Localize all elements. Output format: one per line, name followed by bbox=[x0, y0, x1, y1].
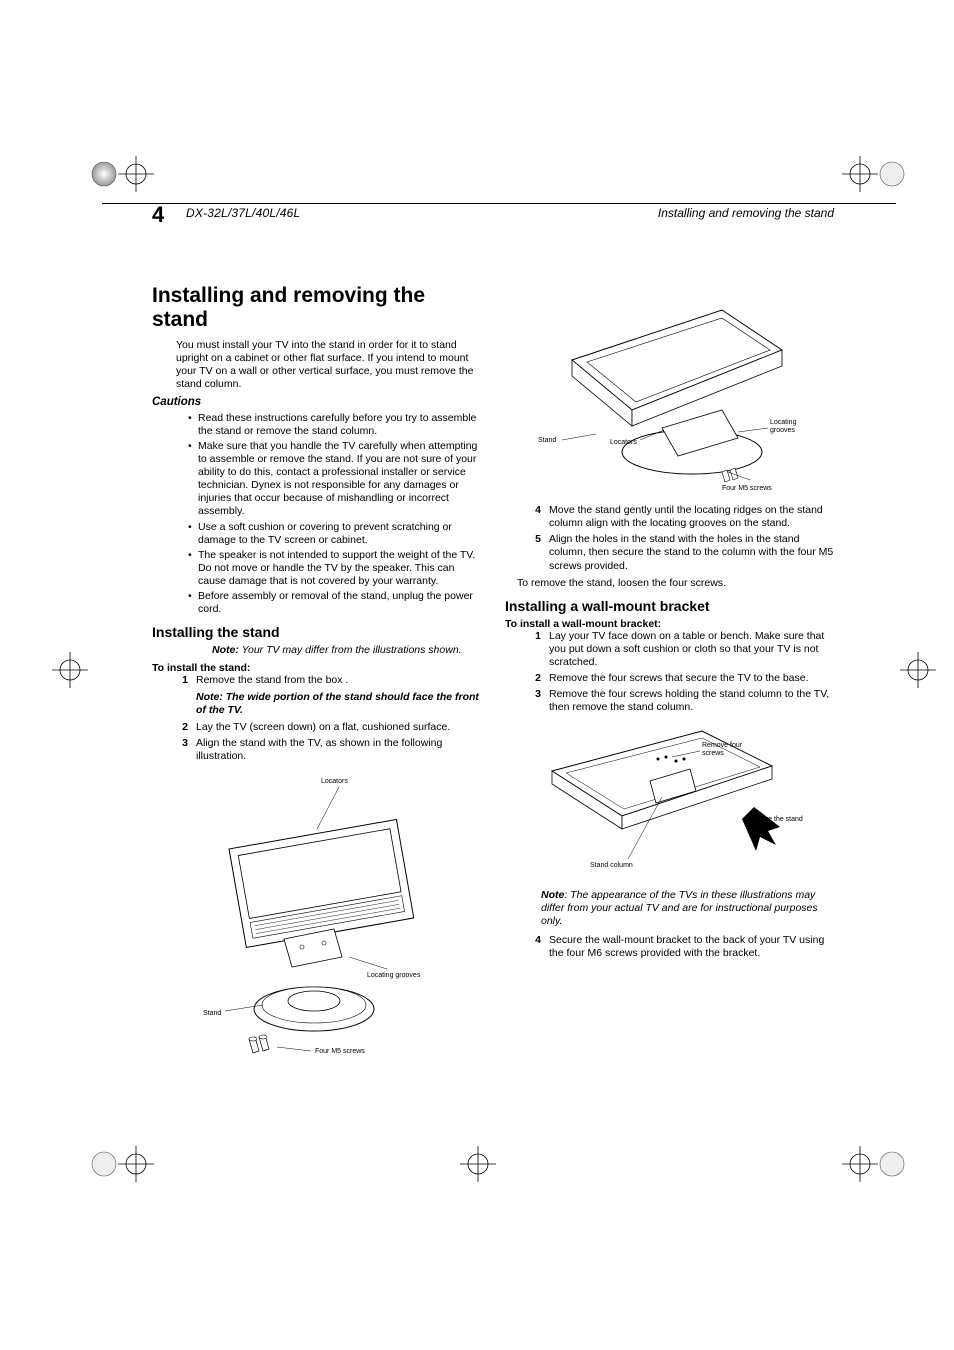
wstep-4: 4 Secure the wall-mount bracket to the ba… bbox=[529, 934, 838, 960]
right-column: Stand Locators Locating grooves Four M5 … bbox=[505, 284, 838, 1069]
intro-paragraph: You must install your TV into the stand … bbox=[152, 339, 485, 392]
regmark-br-2 bbox=[874, 1146, 910, 1182]
note-text: The wide portion of the stand should fac… bbox=[196, 691, 479, 716]
fig1-locating-grooves: Locating grooves bbox=[367, 972, 421, 979]
content-area: Installing and removing the stand You mu… bbox=[152, 284, 838, 1069]
step-text: Move the stand gently until the locating… bbox=[549, 504, 838, 530]
step-text: Lay your TV face down on a table or benc… bbox=[549, 630, 838, 669]
step-1: 1 Remove the stand from the box . bbox=[176, 674, 485, 687]
step-number: 2 bbox=[529, 672, 541, 685]
step-text: Lay the TV (screen down) on a flat, cush… bbox=[196, 721, 450, 734]
regmark-tr-2 bbox=[874, 156, 910, 192]
install-steps-45: 4 Move the stand gently until the locatin… bbox=[505, 504, 838, 573]
note-appearance: Note: The appearance of the TVs in these… bbox=[505, 889, 838, 928]
regmark-tl-2 bbox=[86, 156, 122, 192]
note-text: Your TV may differ from the illustration… bbox=[239, 644, 462, 656]
header-section-title: Installing and removing the stand bbox=[658, 206, 834, 220]
caution-item: The speaker is not intended to support t… bbox=[188, 549, 485, 588]
figure-wall-mount: Remove four screws Remove the stand colu… bbox=[505, 721, 838, 881]
fig2-lg2: grooves bbox=[770, 427, 795, 434]
fig1-screws: Four M5 screws bbox=[315, 1048, 365, 1055]
to-install-wall-label: To install a wall-mount bracket: bbox=[505, 618, 838, 630]
remove-stand-line: To remove the stand, loosen the four scr… bbox=[505, 577, 838, 590]
step-text: Remove the stand from the box . bbox=[196, 674, 348, 687]
page-number: 4 bbox=[152, 202, 164, 228]
fig3-rs2: column bbox=[746, 824, 769, 831]
step-5: 5Align the holes in the stand with the h… bbox=[529, 533, 838, 572]
fig2-screws: Four M5 screws bbox=[722, 485, 772, 492]
fig3-rf1: Remove four bbox=[702, 742, 743, 749]
to-install-label: To install the stand: bbox=[152, 662, 485, 674]
note-text: : The appearance of the TVs in these ill… bbox=[541, 889, 818, 927]
figure-stand-assembled: Stand Locators Locating grooves Four M5 … bbox=[505, 290, 838, 500]
step-text: Secure the wall-mount bracket to the bac… bbox=[549, 934, 838, 960]
step-text: Remove the four screws that secure the T… bbox=[549, 672, 809, 685]
fig1-locators: Locators bbox=[321, 778, 348, 785]
step-number: 4 bbox=[529, 934, 541, 960]
step-2: 2 Lay the TV (screen down) on a flat, cus… bbox=[176, 721, 485, 734]
fig1-stand: Stand bbox=[203, 1010, 221, 1017]
caution-item: Make sure that you handle the TV careful… bbox=[188, 440, 485, 519]
fig2-lg1: Locating bbox=[770, 419, 797, 426]
cautions-heading: Cautions bbox=[152, 396, 485, 408]
step-number: 3 bbox=[176, 737, 188, 763]
wstep-3: 3 Remove the four screws holding the stan… bbox=[529, 688, 838, 714]
fig3-rs1: Remove the stand bbox=[746, 816, 803, 823]
step-number: 4 bbox=[529, 504, 541, 530]
header-rule bbox=[102, 203, 896, 204]
step-text: Remove the four screws holding the stand… bbox=[549, 688, 838, 714]
step-number: 2 bbox=[176, 721, 188, 734]
step-3: 3 Align the stand with the TV, as shown i… bbox=[176, 737, 485, 763]
installing-stand-heading: Installing the stand bbox=[152, 624, 485, 640]
fig3-rf2: screws bbox=[702, 750, 724, 757]
cautions-list: Read these instructions carefully before… bbox=[152, 412, 485, 617]
caution-item: Before assembly or removal of the stand,… bbox=[188, 590, 485, 616]
figure-stand-exploded: Locators Locating grooves Stand Four M5 … bbox=[152, 769, 485, 1069]
wstep-1: 1Lay your TV face down on a table or ben… bbox=[529, 630, 838, 669]
section-title: Installing and removing the stand bbox=[152, 284, 485, 331]
fig2-locators: Locators bbox=[610, 439, 637, 446]
left-column: Installing and removing the stand You mu… bbox=[152, 284, 485, 1069]
step-4: 4 Move the stand gently until the locatin… bbox=[529, 504, 838, 530]
note-label: Note bbox=[541, 889, 564, 901]
regmark-tr bbox=[842, 156, 878, 192]
model-label: DX-32L/37L/40L/46L bbox=[186, 206, 300, 220]
note-label: Note: bbox=[212, 644, 239, 656]
wall-step-4: 4 Secure the wall-mount bracket to the ba… bbox=[505, 934, 838, 960]
fig3-stand-column: Stand column bbox=[590, 862, 633, 869]
regmark-bc bbox=[460, 1146, 496, 1182]
regmark-mr bbox=[900, 652, 936, 688]
step-number: 3 bbox=[529, 688, 541, 714]
regmark-ml bbox=[52, 652, 88, 688]
install-steps-cont: 2 Lay the TV (screen down) on a flat, cus… bbox=[152, 721, 485, 763]
wall-mount-heading: Installing a wall-mount bracket bbox=[505, 598, 838, 614]
caution-item: Use a soft cushion or covering to preven… bbox=[188, 521, 485, 547]
note-differ: Note: Your TV may differ from the illust… bbox=[152, 644, 485, 657]
wstep-2: 2 Remove the four screws that secure the … bbox=[529, 672, 838, 685]
step-number: 1 bbox=[529, 630, 541, 669]
fig2-stand: Stand bbox=[538, 437, 556, 444]
note-wide-portion: Note: The wide portion of the stand shou… bbox=[152, 691, 485, 717]
regmark-bl-2 bbox=[86, 1146, 122, 1182]
note-label: Note: bbox=[196, 691, 223, 703]
wall-steps: 1Lay your TV face down on a table or ben… bbox=[505, 630, 838, 715]
caution-item: Read these instructions carefully before… bbox=[188, 412, 485, 438]
step-number: 1 bbox=[176, 674, 188, 687]
regmark-tl bbox=[118, 156, 154, 192]
step-text: Align the stand with the TV, as shown in… bbox=[196, 737, 485, 763]
install-steps: 1 Remove the stand from the box . bbox=[152, 674, 485, 687]
regmark-bl bbox=[118, 1146, 154, 1182]
regmark-br bbox=[842, 1146, 878, 1182]
step-number: 5 bbox=[529, 533, 541, 572]
step-text: Align the holes in the stand with the ho… bbox=[549, 533, 838, 572]
